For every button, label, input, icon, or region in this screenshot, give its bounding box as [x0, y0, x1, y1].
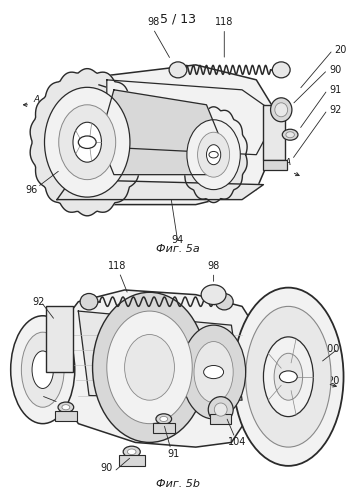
Circle shape: [160, 416, 168, 422]
Text: 94: 94: [172, 235, 184, 245]
Text: 100: 100: [321, 344, 340, 354]
Bar: [263, 105, 285, 160]
Text: A: A: [34, 94, 40, 104]
Polygon shape: [98, 185, 203, 197]
Ellipse shape: [11, 316, 75, 424]
Ellipse shape: [208, 397, 233, 423]
Text: 98: 98: [147, 17, 159, 27]
Text: 96: 96: [25, 185, 37, 195]
Text: Фиг. 5a: Фиг. 5a: [156, 245, 200, 254]
Bar: [210, 414, 231, 424]
Circle shape: [282, 129, 298, 140]
Polygon shape: [43, 65, 278, 205]
Text: 91: 91: [329, 85, 341, 95]
Polygon shape: [98, 82, 203, 120]
Polygon shape: [107, 80, 278, 155]
Bar: [153, 423, 175, 433]
Ellipse shape: [59, 105, 116, 180]
Text: A: A: [284, 158, 290, 167]
Circle shape: [156, 414, 172, 424]
Text: Фиг. 5b: Фиг. 5b: [156, 480, 200, 490]
Ellipse shape: [198, 132, 230, 177]
Text: 118: 118: [215, 17, 234, 27]
Ellipse shape: [44, 87, 130, 197]
Circle shape: [58, 402, 74, 412]
Ellipse shape: [272, 62, 290, 78]
Polygon shape: [30, 69, 144, 216]
Text: 118: 118: [108, 261, 127, 271]
Circle shape: [123, 446, 140, 458]
Ellipse shape: [246, 306, 331, 447]
Ellipse shape: [187, 120, 240, 190]
Ellipse shape: [194, 342, 233, 403]
Ellipse shape: [182, 325, 246, 419]
Ellipse shape: [206, 145, 221, 165]
Text: 5 / 13: 5 / 13: [160, 12, 196, 25]
Polygon shape: [57, 180, 263, 200]
Ellipse shape: [21, 332, 64, 407]
Ellipse shape: [125, 334, 174, 400]
Circle shape: [204, 365, 224, 379]
Bar: [119, 455, 145, 466]
Bar: [263, 160, 287, 170]
Text: 98: 98: [208, 261, 220, 271]
Polygon shape: [61, 290, 260, 447]
Ellipse shape: [274, 353, 303, 400]
Bar: [46, 306, 73, 372]
Ellipse shape: [80, 293, 98, 310]
Ellipse shape: [201, 285, 226, 304]
Ellipse shape: [215, 293, 233, 310]
Ellipse shape: [169, 62, 187, 78]
Text: 104: 104: [228, 438, 246, 448]
Circle shape: [279, 371, 297, 383]
Text: 91: 91: [167, 449, 179, 459]
Circle shape: [78, 136, 96, 149]
Text: 20: 20: [328, 376, 340, 386]
Ellipse shape: [214, 403, 227, 416]
Ellipse shape: [275, 103, 288, 117]
Circle shape: [286, 132, 294, 138]
Text: 20: 20: [335, 45, 347, 55]
Text: 91: 91: [32, 391, 44, 401]
Ellipse shape: [107, 311, 192, 424]
Bar: [55, 412, 77, 421]
Ellipse shape: [32, 351, 53, 388]
Ellipse shape: [73, 122, 101, 162]
Circle shape: [127, 449, 136, 455]
Ellipse shape: [271, 98, 292, 122]
Polygon shape: [78, 311, 242, 400]
Polygon shape: [100, 90, 221, 175]
Circle shape: [62, 405, 70, 410]
Ellipse shape: [233, 287, 344, 466]
Circle shape: [209, 152, 218, 158]
Text: 92: 92: [329, 105, 342, 115]
Ellipse shape: [263, 337, 313, 417]
Text: 90: 90: [329, 65, 341, 75]
Text: 92: 92: [32, 297, 44, 307]
Polygon shape: [180, 107, 247, 203]
Text: 90: 90: [101, 463, 113, 473]
Ellipse shape: [93, 292, 206, 443]
